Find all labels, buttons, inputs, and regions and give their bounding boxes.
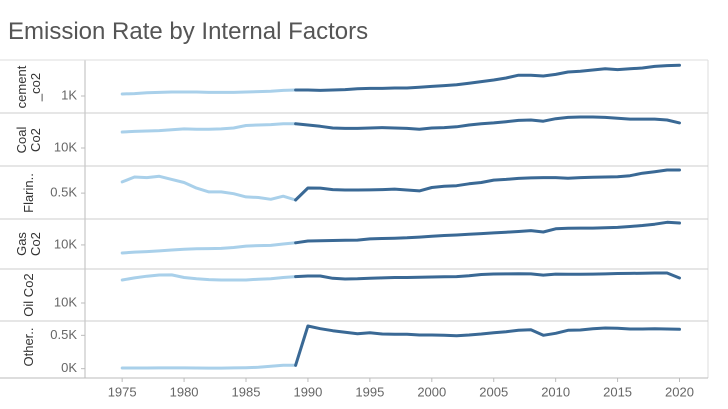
line-late [294, 220, 681, 245]
line-late [294, 324, 681, 367]
chart-title: Emission Rate by Internal Factors [8, 18, 369, 45]
y-tick-label: 10K [54, 236, 77, 251]
x-tick-label: 1990 [293, 384, 322, 399]
x-tick-label: 2005 [479, 384, 508, 399]
x-tick-label: 2020 [665, 384, 694, 399]
line-late [294, 271, 681, 281]
y-tick-label: 1K [61, 87, 77, 102]
row-label: Gas Co2 [14, 232, 43, 256]
line-late [294, 168, 681, 202]
line-early [120, 122, 298, 134]
line-early [120, 241, 298, 255]
line-early [120, 363, 298, 370]
line-late [294, 63, 681, 92]
x-tick-label: 1985 [232, 384, 261, 399]
x-tick-label: 2000 [417, 384, 446, 399]
row-label: Flarin.. [21, 172, 36, 213]
line-late [294, 115, 681, 131]
x-tick-label: 1980 [170, 384, 199, 399]
line-early [120, 88, 298, 96]
line-early [120, 273, 298, 282]
row-label: Oil Co2 [21, 273, 36, 317]
x-tick-label: 2015 [603, 384, 632, 399]
row-label: Other.. [21, 327, 36, 367]
y-tick-label: 10K [54, 139, 77, 154]
line-early [120, 174, 298, 202]
y-tick-label: 0K [61, 360, 77, 375]
x-tick-label: 1995 [355, 384, 384, 399]
row-label: cement _co2 [14, 65, 43, 109]
y-tick-label: 0.5K [50, 185, 77, 200]
x-tick-label: 2010 [541, 384, 570, 399]
row-label: Coal Co2 [14, 126, 43, 153]
y-tick-label: 10K [54, 294, 77, 309]
y-tick-label: 0.5K [50, 327, 77, 342]
x-tick-label: 1975 [108, 384, 137, 399]
